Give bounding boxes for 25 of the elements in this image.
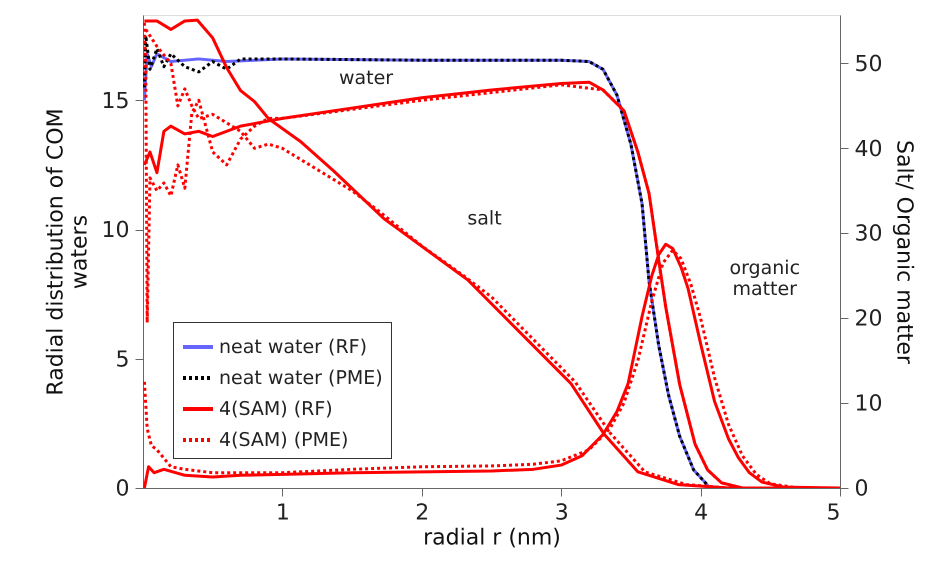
- y2-tick-label: 50: [854, 52, 882, 77]
- annotation: organic matter: [729, 257, 800, 300]
- legend-label: neat water (RF): [219, 336, 367, 358]
- y-tick-label: 10: [102, 218, 130, 244]
- y-tick-label: 0: [116, 476, 130, 502]
- x-tick-label: 1: [276, 500, 290, 526]
- y2-tick-label: 0: [854, 476, 868, 502]
- annotation: water: [338, 66, 394, 89]
- y2-tick-label: 20: [854, 306, 882, 332]
- y-tick-label: 15: [102, 88, 130, 114]
- x-tick-label: 3: [554, 500, 569, 526]
- x-tick-label: 2: [415, 500, 430, 526]
- y2-tick-label: 30: [854, 222, 882, 247]
- x-axis-title: radial r (nm): [423, 526, 561, 550]
- y-tick-label: 5: [116, 347, 130, 372]
- legend-label: neat water (PME): [219, 367, 383, 389]
- y2-tick-label: 40: [854, 136, 882, 162]
- x-tick-label: 4: [694, 500, 708, 526]
- y-axis-title: Radial distribution of COM waters: [44, 108, 93, 396]
- annotation: salt: [467, 207, 502, 230]
- y2-axis-title: Salt/ Organic matter: [891, 140, 916, 365]
- y2-tick-label: 10: [854, 392, 882, 417]
- legend-label: 4(SAM) (RF): [219, 398, 333, 420]
- legend-label: 4(SAM) (PME): [219, 429, 348, 451]
- x-tick-label: 5: [826, 500, 840, 526]
